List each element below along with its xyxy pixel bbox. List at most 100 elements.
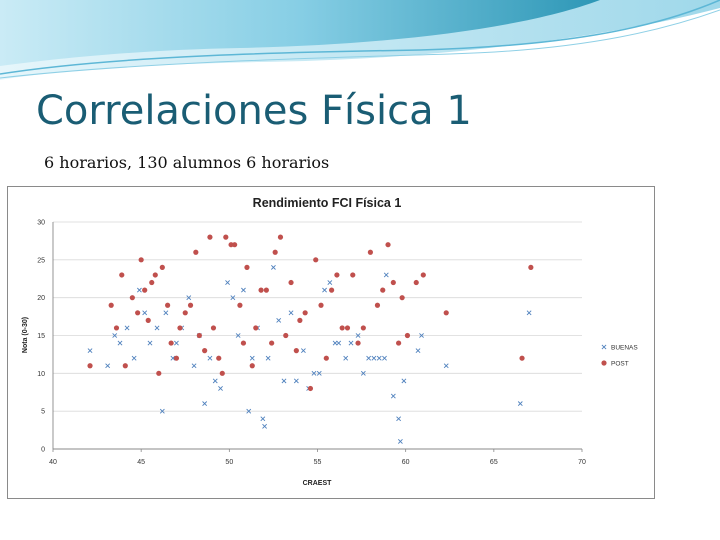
point-buenas-19: [207, 355, 213, 361]
point-buenas-62: [526, 310, 532, 316]
point-buenas-27: [249, 355, 255, 361]
point-buenas-23: [230, 295, 236, 301]
point-post-67: [519, 355, 525, 361]
point-buenas-61: [517, 401, 523, 407]
point-buenas-59: [419, 333, 424, 338]
point-buenas-22: [225, 280, 230, 285]
point-post-49: [329, 287, 335, 293]
point-post-46: [313, 257, 319, 263]
point-buenas-39: [311, 370, 317, 376]
header-banner: [0, 0, 720, 80]
point-buenas-9: [154, 325, 160, 331]
point-post-21: [196, 332, 202, 339]
point-post-43: [297, 317, 303, 323]
point-post-4: [122, 363, 128, 369]
point-buenas-21: [218, 386, 223, 391]
point-buenas-47: [355, 333, 361, 338]
point-post-61: [396, 340, 402, 346]
point-buenas-2: [112, 333, 118, 338]
point-post-23: [207, 234, 213, 240]
x-tick-label-0: 40: [49, 459, 57, 466]
point-post-58: [380, 287, 386, 293]
point-post-8: [142, 287, 148, 293]
legend-marker-post: [601, 360, 607, 366]
point-buenas-30: [262, 423, 268, 429]
point-post-16: [173, 355, 180, 361]
point-buenas-16: [191, 363, 197, 369]
point-post-25: [216, 355, 222, 361]
point-post-27: [223, 234, 229, 240]
point-post-37: [269, 340, 275, 346]
chart-frame: [7, 186, 655, 499]
point-post-17: [177, 325, 183, 331]
point-buenas-44: [336, 340, 342, 346]
x-tick-label-2: 50: [225, 459, 233, 466]
point-buenas-60: [443, 363, 449, 369]
point-post-47: [318, 302, 324, 308]
legend: BUENAS POST: [601, 345, 638, 368]
slide-title: Correlaciones Física 1: [36, 88, 472, 134]
point-post-68: [528, 264, 534, 270]
point-buenas-6: [136, 287, 142, 293]
point-post-66: [443, 310, 449, 316]
point-post-62: [399, 295, 405, 301]
point-post-26: [219, 370, 225, 376]
point-post-11: [152, 272, 158, 278]
point-buenas-37: [300, 348, 306, 354]
point-buenas-36: [293, 378, 299, 384]
point-buenas-45: [343, 355, 349, 361]
point-buenas-31: [265, 355, 271, 361]
legend-label-post: POST: [611, 361, 629, 368]
point-post-15: [168, 340, 174, 346]
point-post-31: [240, 340, 247, 346]
y-tick-label-1: 5: [41, 409, 45, 416]
point-post-57: [374, 302, 381, 308]
point-post-60: [390, 279, 396, 286]
slide-subtitle: 6 horarios, 130 alumnos 6 horarios: [44, 153, 330, 172]
point-buenas-34: [281, 378, 287, 384]
point-post-55: [360, 325, 366, 331]
point-post-54: [355, 340, 361, 346]
point-post-35: [258, 287, 264, 293]
y-tick-label-3: 15: [37, 333, 45, 340]
point-post-20: [193, 249, 199, 255]
point-buenas-4: [124, 325, 130, 331]
point-buenas-51: [376, 355, 382, 361]
point-post-1: [108, 302, 114, 308]
point-buenas-52: [382, 355, 387, 361]
point-buenas-24: [235, 333, 241, 338]
point-post-24: [210, 325, 217, 331]
point-post-12: [156, 370, 162, 376]
chart-title: Rendimiento FCI Física 1: [253, 196, 402, 210]
point-post-9: [145, 317, 151, 323]
y-axis-label: Nota (0-30): [22, 317, 29, 353]
y-tick-label-4: 20: [37, 295, 45, 302]
point-post-52: [344, 325, 351, 331]
point-post-32: [244, 264, 250, 270]
point-buenas-29: [260, 416, 266, 422]
point-buenas-49: [366, 355, 372, 361]
point-buenas-0: [87, 348, 93, 354]
point-buenas-8: [147, 340, 153, 346]
point-buenas-53: [383, 272, 389, 278]
point-buenas-50: [371, 355, 377, 361]
point-post-36: [263, 287, 269, 293]
point-post-13: [159, 264, 165, 270]
point-post-42: [293, 348, 299, 354]
point-post-22: [202, 348, 208, 354]
y-tick-label-6: 30: [37, 220, 45, 227]
point-post-3: [119, 272, 125, 278]
point-buenas-26: [246, 408, 252, 414]
point-post-5: [129, 295, 135, 301]
point-post-14: [165, 302, 171, 308]
point-buenas-10: [159, 408, 165, 414]
point-buenas-40: [316, 370, 322, 376]
axes: [52, 222, 583, 452]
point-post-48: [323, 355, 329, 361]
point-post-39: [277, 234, 284, 240]
point-buenas-48: [360, 370, 366, 376]
point-post-41: [288, 279, 294, 286]
y-tick-label-2: 10: [37, 371, 45, 378]
y-tick-label-0: 0: [41, 447, 45, 454]
point-post-50: [334, 272, 340, 278]
